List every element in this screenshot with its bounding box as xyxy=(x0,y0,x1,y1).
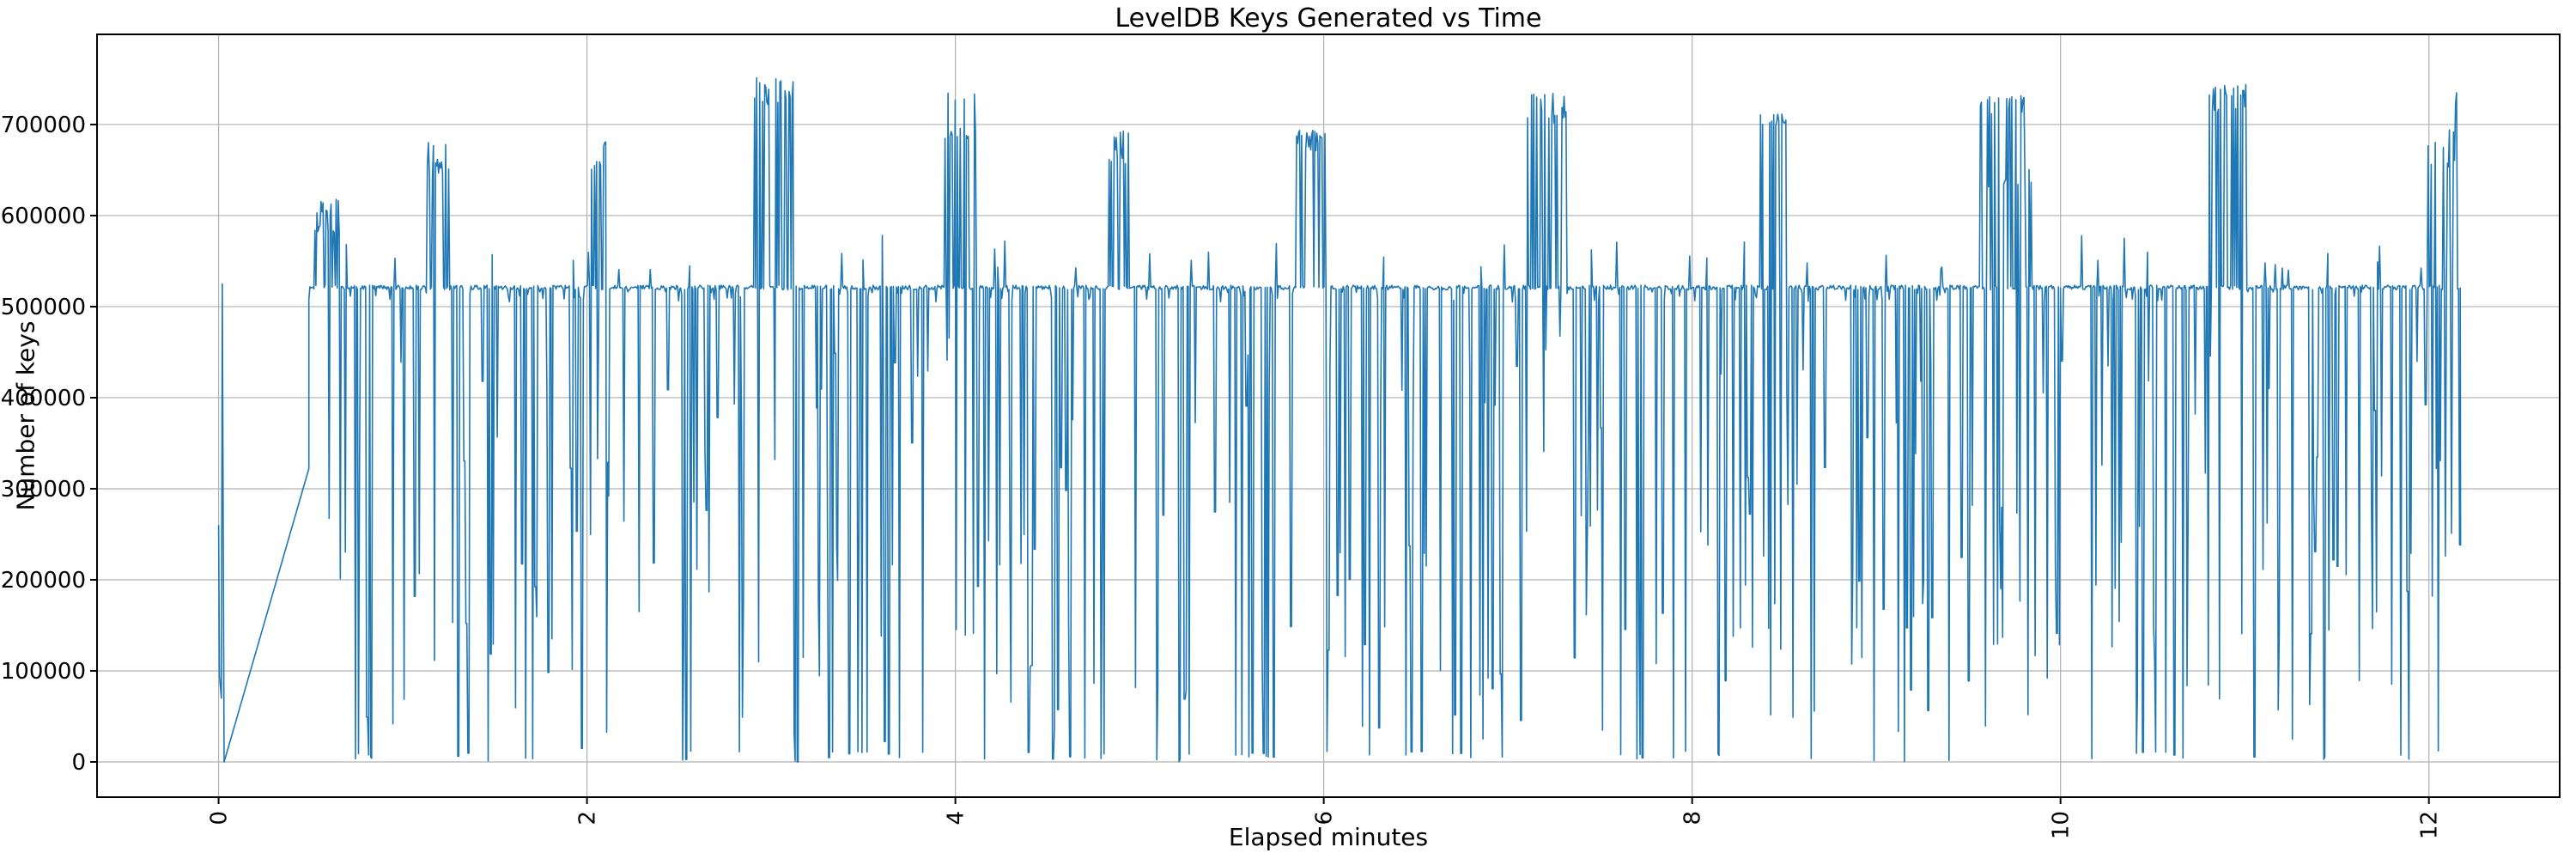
y-tick-label: 700000 xyxy=(1,113,86,138)
data-line xyxy=(217,76,2462,763)
x-tick-label: 6 xyxy=(1312,811,1338,825)
y-tick-label: 400000 xyxy=(1,386,86,411)
y-tick-label: 500000 xyxy=(1,295,86,320)
x-tick-label: 4 xyxy=(944,811,969,825)
x-tick-label: 10 xyxy=(2049,811,2075,839)
y-tick-label: 200000 xyxy=(1,568,86,594)
x-tick-label: 0 xyxy=(207,811,233,825)
x-tick-label: 8 xyxy=(1680,811,1706,825)
chart-title: LevelDB Keys Generated vs Time xyxy=(1115,3,1542,34)
x-axis-label: Elapsed minutes xyxy=(1228,823,1429,851)
y-tick-label: 300000 xyxy=(1,477,86,503)
y-tick-label: 100000 xyxy=(1,659,86,685)
x-tick-label: 2 xyxy=(575,811,601,825)
x-tick-label: 12 xyxy=(2417,811,2443,839)
axes-spine xyxy=(96,34,2561,798)
y-tick-label: 600000 xyxy=(1,204,86,229)
y-tick-label: 0 xyxy=(71,750,86,776)
